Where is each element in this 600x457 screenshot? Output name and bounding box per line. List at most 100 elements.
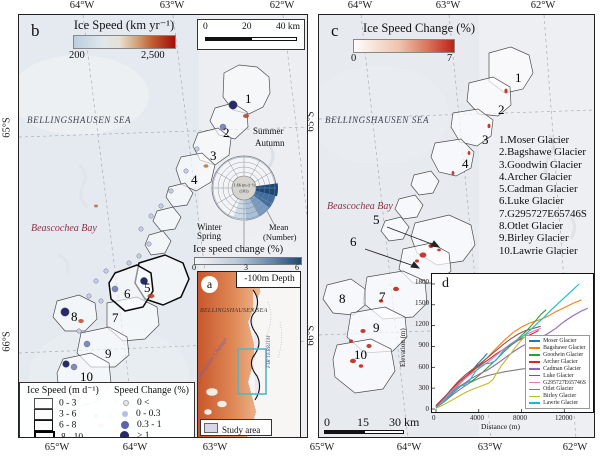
legend-entry: Luke Glacier <box>543 372 574 379</box>
axis-label: 65°W <box>44 442 70 453</box>
y-tick-label: 1800 <box>415 278 429 286</box>
panel-a-inset-map: -100m Depth a BELLINGSHAUSEN SEA Grandid… <box>197 271 301 437</box>
ice-speed-colorbar-title: Ice Speed (km yr⁻¹) <box>73 18 175 32</box>
scalebar-tick: 40 km <box>276 22 301 32</box>
study-area-swatch <box>204 423 218 433</box>
legend-line-swatch <box>529 361 541 363</box>
axis-label: 64°W <box>69 0 95 11</box>
glacier-number: 3 <box>210 148 217 163</box>
legend-entry: Goodwin Glacier <box>543 351 584 358</box>
axis-label: 63°W <box>435 0 461 11</box>
rose-center-mean: 1.66 (m d⁻¹) <box>233 183 255 188</box>
y-tick-label: 600 <box>418 363 430 371</box>
glacier-number: 9 <box>105 346 112 361</box>
sea-label: BELLINGSHAUSEN SEA <box>325 115 430 125</box>
scalebar-tick: 0 <box>203 22 208 32</box>
rose-center-count: (101) <box>239 189 249 194</box>
glacier-name-list: 1.Moser Glacier 2.Bagshawe Glacier 3.Goo… <box>499 134 587 257</box>
glacier-number: 9 <box>373 320 380 335</box>
glacier-number: 1 <box>515 70 522 85</box>
glacier-number: 6 <box>350 234 357 249</box>
panel-b-legend: Ice Speed (m d⁻¹) Speed Change (%) 0 - 3… <box>19 382 195 438</box>
speed-change-colorbar <box>353 39 455 53</box>
speed-swatch <box>34 409 53 420</box>
panel-d-chart: d Moser Glacier Bagshawe Glacier Goodwin… <box>431 273 594 413</box>
glacier-number: 2 <box>223 125 230 140</box>
speed-swatch <box>34 431 55 437</box>
y-tick-label: 1200 <box>415 320 429 328</box>
ice-speed-colorbar-max: 2,500 <box>141 50 165 61</box>
glacier-list-item: 5.Cadman Glacier <box>499 183 578 196</box>
legend-line-swatch <box>529 367 541 370</box>
glacier-number: 3 <box>482 132 489 147</box>
scalebar-tick: 0 <box>324 415 330 429</box>
seasonal-rose-plot: 1.66 (m d⁻¹) (101) <box>211 155 279 221</box>
glacier-list-item: 2.Bagshawe Glacier <box>499 146 586 159</box>
glacier-number: 10 <box>354 347 367 362</box>
x-tick-label: 4000 <box>470 414 484 422</box>
scalebar-tick: 30 km <box>389 415 420 429</box>
x-tick-label: 12000 <box>555 414 573 422</box>
legend-item-label: 0 - 3 <box>59 398 77 409</box>
glacier-number: 7 <box>112 310 119 325</box>
speed-swatch <box>34 398 53 409</box>
panel-c-letter: c <box>331 21 339 40</box>
x-tick-label: 0 <box>432 414 436 422</box>
legend-line-swatch <box>529 402 541 404</box>
study-area-legend: Study area <box>200 419 272 436</box>
axis-label: 66°S <box>1 331 13 352</box>
ice-speed-colorbar-min: 200 <box>69 50 85 61</box>
glacier-list-item: 4.Archer Glacier <box>499 170 572 183</box>
legend-item-label: 6 - 8 <box>59 420 77 431</box>
glacier-number: 1 <box>245 91 252 106</box>
y-tick-label: 0 <box>425 405 430 413</box>
profile-legend: Moser Glacier Bagshawe Glacier Goodwin G… <box>525 335 590 409</box>
glacier-number: 8 <box>339 291 346 306</box>
panel-b-letter: b <box>31 21 40 40</box>
rose-season-autumn: Autumn <box>255 138 285 148</box>
bay-label: Beascochea Bay <box>327 201 393 212</box>
glacier-list-item: 8.Otlet Glacier <box>499 220 564 233</box>
panel-b-map: b Ice Speed (km yr⁻¹) 200 2,500 0 20 40 … <box>18 14 308 438</box>
axis-label: 64°W <box>396 442 422 453</box>
legend-speed-title: Ice Speed (m d⁻¹) <box>27 385 99 396</box>
legend-entry: Lawrie Glacier <box>543 400 579 407</box>
glacier-number: 5 <box>373 212 380 227</box>
speed-change-colorbar-min: 0 <box>351 53 357 64</box>
rose-season-spring: Spring <box>197 231 222 241</box>
glacier-number: 5 <box>144 280 151 295</box>
legend-item-label: 0 < <box>137 398 150 408</box>
rose-colorbar-title: Ice speed change (%) <box>193 244 284 255</box>
rose-colorbar-tick: 3 <box>244 263 248 272</box>
glacier-list-item: 10.Lawrie Glacier <box>499 244 578 257</box>
legend-line-swatch <box>529 340 541 342</box>
panel-c-map: c Ice Speed Change (%) 0 7 BELLINGSHAUSE… <box>318 14 595 438</box>
change-dot <box>120 431 129 437</box>
territory-label: FIR TERRITM <box>266 335 272 368</box>
glacier-number: 10 <box>80 369 93 384</box>
legend-item-label: 0.3 - 1 <box>137 420 162 430</box>
depth-label: -100m Depth <box>236 272 300 288</box>
legend-item-label: 8 - 10 <box>61 432 84 438</box>
axis-label: 64°W <box>347 0 373 11</box>
axis-label: 62°W <box>530 0 556 11</box>
speed-change-colorbar-title: Ice Speed Change (%) <box>362 21 476 35</box>
legend-entry: Birley Glacier <box>543 393 577 400</box>
rose-colorbar <box>194 257 302 265</box>
change-dot <box>122 410 128 417</box>
glacier-number: 8 <box>71 309 78 324</box>
legend-entry: Otlet Glacier <box>543 386 574 393</box>
legend-line-swatch <box>529 395 541 398</box>
glacier-number: 4 <box>462 156 469 171</box>
scalebar-tick: 15 <box>357 415 369 429</box>
speed-swatch <box>34 420 53 431</box>
y-axis-title: Elevation (m) <box>399 328 407 367</box>
change-dot <box>121 420 129 429</box>
sea-label: BELLINGSHAUSEN SEA <box>27 115 132 125</box>
glacier-number: 7 <box>379 289 386 304</box>
change-dot <box>123 399 129 406</box>
scalebar-segment <box>364 430 404 434</box>
panel-a-map-art <box>198 272 300 437</box>
panel-b-scalebar: 0 20 40 km <box>197 19 305 50</box>
